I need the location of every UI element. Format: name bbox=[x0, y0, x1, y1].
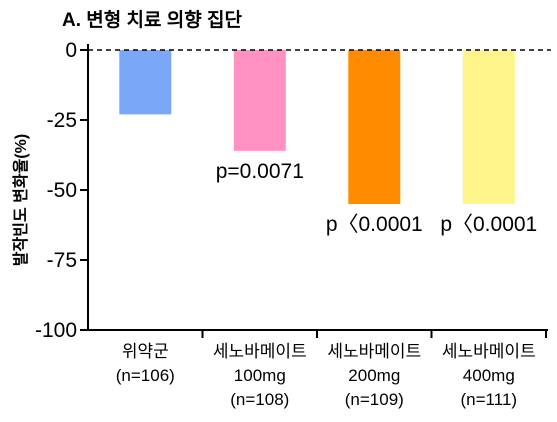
x-category-label: 100mg bbox=[234, 366, 286, 385]
x-category-label: (n=111) bbox=[461, 390, 518, 409]
y-tick-label: -50 bbox=[47, 179, 77, 202]
data-label: p〈0.0001 bbox=[440, 213, 537, 236]
x-category-label: 위약군 bbox=[122, 342, 169, 361]
bar bbox=[462, 50, 515, 204]
data-label: p〈0.0001 bbox=[326, 213, 423, 236]
x-category-label: 세노바메이트 bbox=[442, 342, 536, 361]
x-category-label: 200mg bbox=[348, 366, 400, 385]
x-category-label: 400mg bbox=[463, 366, 515, 385]
y-axis-label: 발작빈도 변화율(%) bbox=[11, 134, 30, 266]
bar bbox=[348, 50, 401, 204]
bar bbox=[233, 50, 286, 151]
x-category-label: 세노바메이트 bbox=[327, 342, 421, 361]
x-category-label: (n=109) bbox=[345, 390, 404, 409]
y-tick-label: -75 bbox=[47, 249, 77, 272]
data-label: p=0.0071 bbox=[216, 160, 304, 183]
x-category-label: (n=108) bbox=[230, 390, 289, 409]
bar bbox=[119, 50, 172, 115]
y-tick-label: 0 bbox=[65, 39, 77, 62]
y-tick-label: -25 bbox=[47, 109, 77, 132]
x-category-label: (n=106) bbox=[116, 366, 175, 385]
plot-area: 0 -25 -50 -75 -100 위약군 (n=106) 세노바메이트 100mg (n=10… bbox=[35, 39, 551, 409]
y-tick-label: -100 bbox=[35, 319, 77, 342]
chart-title: A. 변형 치료 의향 집단 bbox=[62, 9, 242, 31]
x-category-label: 세노바메이트 bbox=[213, 342, 307, 361]
